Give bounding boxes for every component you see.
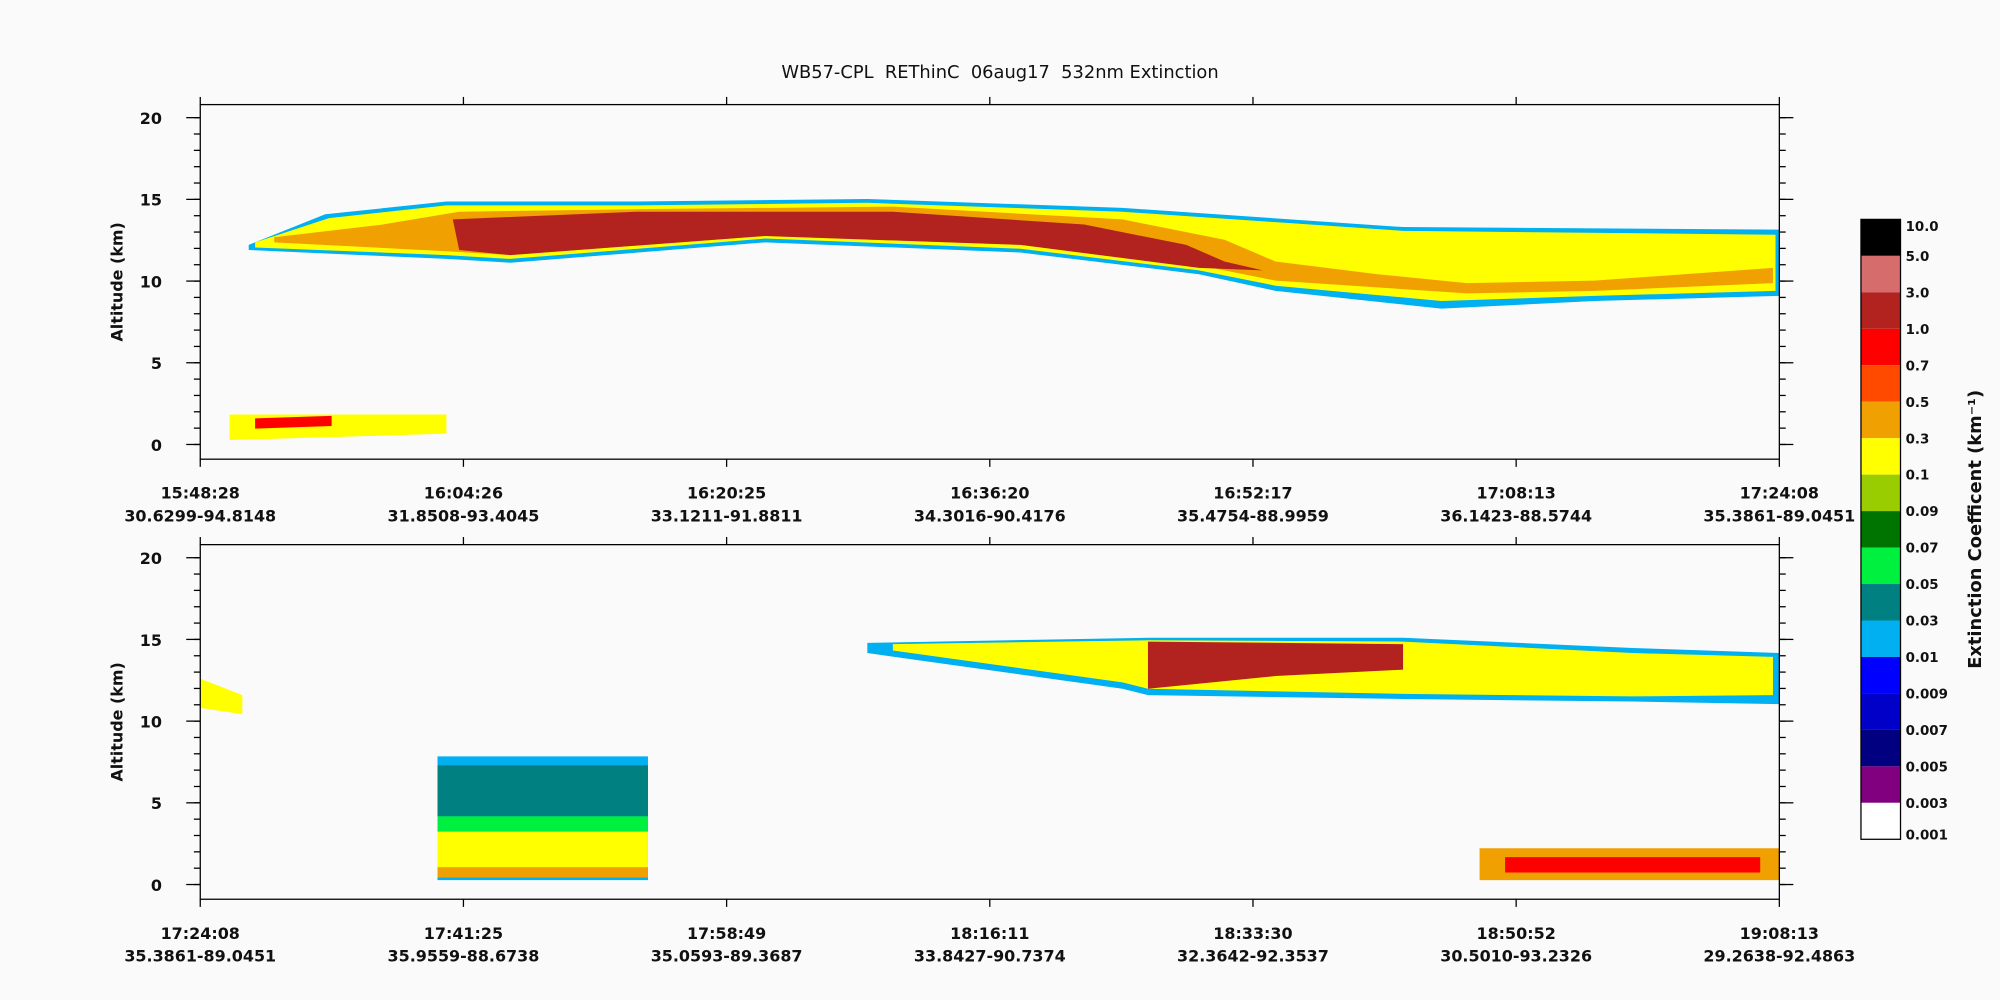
y-tick-label: 10 — [140, 272, 162, 291]
x-tick-time: 16:52:17 — [1213, 484, 1292, 503]
cloud-layer — [1147, 641, 1404, 689]
colorbar-swatch — [1860, 474, 1901, 512]
y-tick-label: 5 — [151, 354, 162, 373]
colorbar-level: 0.005 — [1906, 760, 1948, 775]
x-tick-time: 15:48:28 — [161, 484, 240, 503]
x-tick-time: 17:08:13 — [1477, 484, 1556, 503]
x-tick-time: 16:04:26 — [424, 484, 503, 503]
x-tick-time: 18:50:52 — [1477, 924, 1556, 943]
colorbar-swatch — [1860, 802, 1901, 840]
chart-title: WB57-CPL REThinC 06aug17 532nm Extinctio… — [781, 62, 1218, 83]
y-tick-label: 10 — [140, 712, 162, 731]
y-tick-label: 20 — [140, 549, 162, 568]
x-tick-time: 18:33:30 — [1213, 924, 1292, 943]
cloud-layer — [200, 678, 243, 715]
colorbar-swatch — [1860, 729, 1901, 767]
colorbar-swatch — [1860, 766, 1901, 803]
colorbar-swatch — [1860, 693, 1901, 730]
colorbar-swatch — [1860, 401, 1901, 439]
x-tick-location: 36.1423-88.5744 — [1440, 507, 1592, 526]
colorbar-swatch — [1860, 438, 1901, 475]
colorbar-swatch — [1860, 511, 1901, 548]
x-tick-location: 30.6299-94.8148 — [124, 507, 276, 526]
colorbar: 10.0 5.0 3.0 1.0 0.7 0.5 0.3 0.1 0.09 0.07 0.05 0.0… — [1860, 218, 1986, 843]
y-tick-label: 15 — [140, 191, 162, 210]
y-tick-label: 5 — [151, 794, 162, 813]
colorbar-swatch — [1860, 584, 1901, 621]
y-tick-label: 15 — [140, 631, 162, 650]
colorbar-level: 0.009 — [1906, 688, 1948, 703]
y-tick-label: 0 — [151, 436, 162, 455]
x-tick-location: 35.3861-89.0451 — [124, 947, 276, 966]
colorbar-level: 0.07 — [1906, 542, 1939, 557]
colorbar-level: 0.001 — [1906, 828, 1948, 843]
colorbar-level: 1.0 — [1906, 323, 1930, 338]
y-tick-label: 20 — [140, 109, 162, 128]
colorbar-level: 0.3 — [1906, 432, 1930, 447]
colorbar-swatch — [1860, 219, 1901, 256]
colorbar-level: 0.1 — [1906, 469, 1930, 484]
x-tick-time: 16:36:20 — [950, 484, 1029, 503]
cloud-layer — [255, 415, 332, 429]
x-tick-location: 33.1211-91.8811 — [651, 507, 803, 526]
colorbar-level: 0.003 — [1906, 797, 1948, 812]
x-tick-location: 31.8508-93.4045 — [388, 507, 540, 526]
x-tick-time: 18:16:11 — [950, 924, 1029, 943]
axes: 0 5 10 15 20 Altitude (km) 15:48:28 30.6299-94.… — [107, 96, 1855, 966]
colorbar-swatch — [1860, 365, 1901, 402]
colorbar-swatch — [1860, 656, 1901, 694]
colorbar-level: 0.5 — [1906, 396, 1930, 411]
x-tick-time: 17:41:25 — [424, 924, 503, 943]
y-tick-label: 0 — [151, 876, 162, 895]
curtain-imagery-bottom — [200, 637, 1780, 881]
colorbar-label: Extinction Coefficent (km⁻¹) — [1965, 390, 1986, 669]
x-tick-location: 35.0593-89.3687 — [651, 947, 803, 966]
colorbar-swatch — [1860, 547, 1901, 585]
cloud-layer — [437, 867, 648, 878]
x-tick-location: 30.5010-93.2326 — [1440, 947, 1592, 966]
colorbar-swatch — [1860, 292, 1901, 329]
colorbar-level: 0.09 — [1906, 505, 1939, 520]
curtain-imagery-top — [229, 198, 1780, 441]
x-tick-time: 16:20:25 — [687, 484, 766, 503]
cloud-layer — [437, 831, 648, 868]
colorbar-swatch — [1860, 328, 1901, 366]
cloud-layer — [1505, 857, 1761, 873]
colorbar-level: 5.0 — [1906, 250, 1930, 265]
cloud-layer — [452, 211, 1263, 271]
x-tick-location: 34.3016-90.4176 — [914, 507, 1066, 526]
x-tick-time: 17:58:49 — [687, 924, 766, 943]
colorbar-swatch — [1860, 620, 1901, 657]
y-axis-label: Altitude (km) — [107, 222, 126, 341]
x-tick-location: 29.2638-92.4863 — [1703, 947, 1855, 966]
x-tick-location: 35.9559-88.6738 — [388, 947, 540, 966]
colorbar-level: 10.0 — [1906, 220, 1939, 235]
cloud-layer — [437, 765, 648, 817]
plot-frame — [199, 544, 1780, 900]
x-tick-location: 32.3642-92.3537 — [1177, 947, 1329, 966]
colorbar-level: 3.0 — [1906, 286, 1930, 301]
colorbar-frame — [1860, 218, 1902, 840]
colorbar-level: 0.03 — [1906, 615, 1939, 630]
x-tick-time: 17:24:08 — [161, 924, 240, 943]
x-tick-time: 19:08:13 — [1740, 924, 1819, 943]
x-tick-location: 35.3861-89.0451 — [1703, 507, 1855, 526]
cloud-layer — [437, 816, 648, 832]
colorbar-level: 0.7 — [1906, 359, 1930, 374]
colorbar-level: 0.007 — [1906, 724, 1948, 739]
colorbar-swatch — [1860, 255, 1901, 293]
x-tick-time: 17:24:08 — [1740, 484, 1819, 503]
colorbar-level: 0.01 — [1906, 651, 1939, 666]
x-tick-location: 35.4754-88.9959 — [1177, 507, 1329, 526]
x-tick-location: 33.8427-90.7374 — [914, 947, 1066, 966]
y-axis-label: Altitude (km) — [107, 662, 126, 781]
colorbar-level: 0.05 — [1906, 578, 1939, 593]
